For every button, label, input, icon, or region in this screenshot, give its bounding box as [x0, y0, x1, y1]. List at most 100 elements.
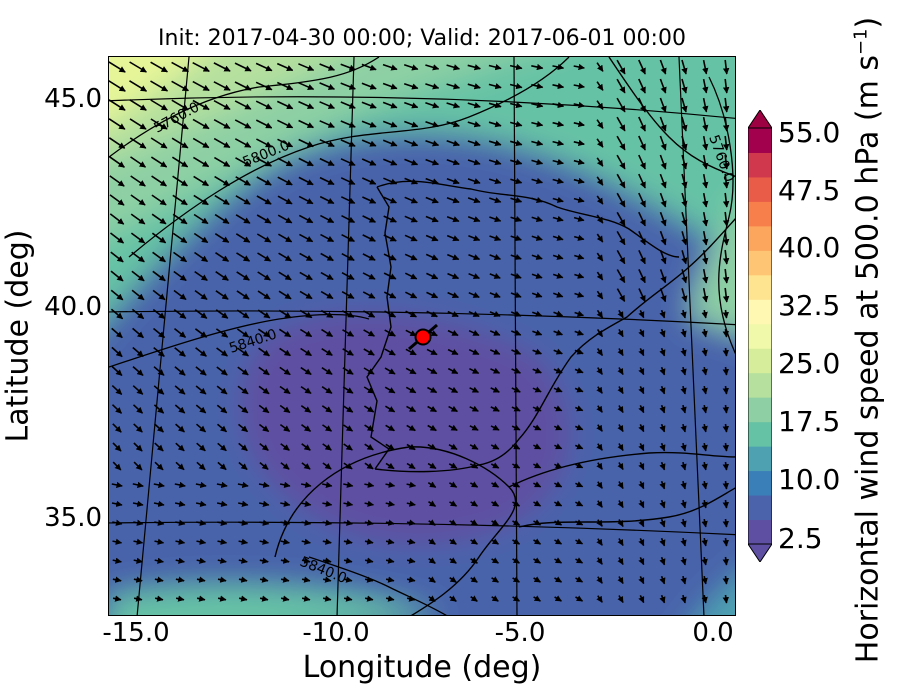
wind-vector — [152, 270, 166, 282]
wind-vector — [363, 386, 375, 394]
wind-vector — [469, 386, 479, 393]
wind-vector — [531, 139, 544, 147]
wind-vector — [385, 424, 395, 432]
wind-vector — [575, 462, 584, 469]
wind-vector — [531, 291, 543, 298]
wind-vector — [342, 348, 354, 356]
wind-vector — [596, 176, 604, 186]
wind-vector — [299, 309, 313, 319]
wind-vector — [193, 175, 209, 187]
wind-vector — [279, 385, 291, 395]
wind-vector — [362, 234, 376, 242]
wind-vector — [554, 443, 563, 450]
wind-vector — [573, 82, 585, 90]
wind-vector — [171, 99, 189, 111]
wind-vector — [214, 175, 230, 187]
wind-vector — [469, 481, 479, 488]
wind-vector — [659, 518, 666, 528]
wind-vector — [426, 348, 438, 356]
wind-vector — [490, 386, 500, 393]
wind-vector — [319, 82, 335, 90]
wind-vector — [322, 424, 333, 432]
wind-vector — [364, 557, 374, 564]
wind-vector — [617, 348, 624, 357]
wind-vector — [489, 254, 501, 260]
wind-vector — [216, 366, 228, 376]
wind-vector — [511, 405, 521, 412]
wind-vector — [510, 196, 523, 204]
wind-vector — [574, 443, 584, 450]
wind-vector — [531, 215, 543, 222]
wind-vector — [195, 481, 207, 489]
wind-vector — [404, 177, 418, 185]
wind-vector — [554, 595, 562, 602]
wind-vector — [174, 481, 186, 489]
wind-vector — [129, 118, 147, 130]
wind-vector — [573, 177, 585, 184]
wind-vector — [385, 538, 395, 545]
colorbar-band — [748, 323, 772, 349]
wind-vector — [382, 63, 398, 71]
wind-vector — [299, 290, 313, 300]
wind-vector — [173, 289, 187, 301]
wind-vector — [702, 211, 709, 227]
wind-vector — [322, 481, 333, 488]
wind-vector — [404, 272, 418, 280]
wind-vector — [384, 367, 396, 375]
wind-vector — [362, 272, 376, 280]
wind-vector — [255, 62, 273, 72]
wind-vector — [489, 329, 501, 336]
wind-vector — [238, 538, 249, 545]
wind-vector — [154, 519, 165, 526]
wind-vector — [196, 595, 206, 602]
wind-vector — [531, 158, 544, 166]
wind-vector — [449, 557, 457, 564]
wind-vector — [385, 519, 395, 526]
wind-vector — [533, 557, 542, 564]
wind-vector — [112, 519, 123, 526]
wind-vector — [574, 253, 585, 260]
wind-vector — [361, 158, 377, 166]
wind-vector — [470, 557, 478, 564]
colorbar-band — [748, 348, 772, 374]
wind-vector — [196, 442, 206, 452]
wind-vector — [574, 310, 585, 317]
wind-vector — [659, 288, 667, 303]
wind-vector — [573, 234, 585, 241]
wind-vector — [722, 173, 730, 189]
wind-vector — [111, 327, 123, 339]
wind-vector — [364, 576, 374, 583]
wind-vector — [406, 595, 416, 602]
wind-vector — [215, 252, 230, 262]
wind-vector — [638, 59, 646, 75]
wind-vector — [552, 82, 565, 90]
wind-vector — [238, 519, 249, 526]
wind-vector — [531, 234, 543, 241]
wind-vector — [533, 576, 541, 583]
wind-vector — [362, 215, 376, 223]
wind-vector — [258, 423, 270, 433]
wind-vector — [426, 291, 439, 299]
wind-vector — [405, 329, 417, 337]
wind-vector — [236, 309, 250, 319]
wind-vector — [383, 291, 397, 299]
wind-vector — [638, 443, 645, 452]
wind-vector — [301, 443, 311, 451]
wind-vector — [467, 140, 481, 147]
wind-vector — [575, 595, 584, 602]
wind-vector — [553, 424, 563, 431]
wind-vector — [681, 250, 688, 265]
wind-vector — [340, 196, 356, 204]
wind-vector — [427, 443, 437, 451]
wind-vector — [554, 519, 563, 526]
wind-vector — [131, 251, 145, 263]
wind-vector — [171, 61, 189, 73]
wind-vector — [258, 404, 270, 414]
wind-vector — [322, 519, 333, 526]
wind-vector — [216, 500, 228, 507]
wind-vector — [426, 272, 439, 280]
wind-vector — [722, 97, 730, 113]
wind-vector — [468, 329, 480, 337]
wind-vector — [406, 538, 416, 545]
wind-vector — [468, 310, 480, 318]
